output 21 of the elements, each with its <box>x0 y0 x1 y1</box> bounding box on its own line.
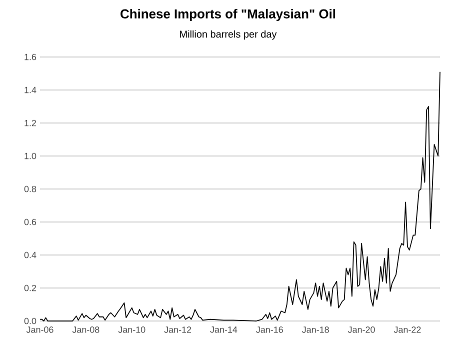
chart-title: Chinese Imports of "Malaysian" Oil <box>120 8 336 22</box>
y-tick-label: 0.6 <box>24 218 36 226</box>
y-tick-label: 0.0 <box>24 318 36 324</box>
chart-subtitle: Million barrels per day <box>180 30 277 40</box>
x-tick-label: Jan-16 <box>256 326 283 333</box>
x-tick-label: Jan-06 <box>26 326 54 333</box>
x-tick-label: Jan-22 <box>394 326 421 333</box>
x-tick-label: Jan-20 <box>348 326 375 333</box>
x-tick-label: Jan-14 <box>210 326 238 333</box>
x-tick-label: Jan-08 <box>72 326 100 333</box>
y-tick-label: 0.2 <box>24 284 36 292</box>
x-tick-label: Jan-18 <box>302 326 329 333</box>
y-tick-label: 1.6 <box>24 54 36 60</box>
y-tick-label: 0.8 <box>24 186 36 192</box>
x-tick-label: Jan-12 <box>164 326 192 333</box>
y-tick-label: 1.2 <box>24 120 36 126</box>
y-tick-label: 1.0 <box>24 152 36 160</box>
y-tick-label: 0.4 <box>24 252 36 258</box>
line-series <box>40 71 440 322</box>
y-tick-label: 1.4 <box>24 86 36 94</box>
x-tick-label: Jan-10 <box>118 326 146 333</box>
